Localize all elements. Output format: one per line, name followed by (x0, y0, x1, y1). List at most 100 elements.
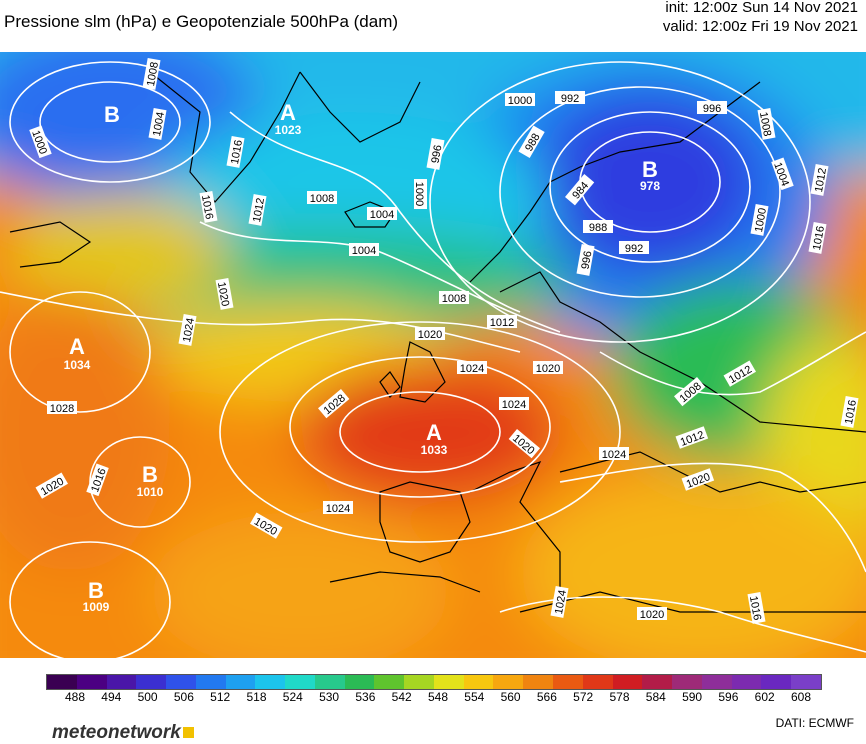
isobar-labels: 1008 1004 1000 1016 1016 1012 1008 1004 … (29, 58, 859, 624)
color-scale-label: 590 (682, 690, 703, 704)
color-scale-label: 548 (427, 690, 449, 704)
isobar-label: 1004 (151, 111, 167, 137)
low-center-letter: B (104, 102, 120, 127)
high-center-letter: A (69, 334, 85, 359)
color-scale-swatch (374, 675, 405, 689)
low-center-letter: B (642, 157, 658, 182)
isobar-label: 1008 (145, 61, 161, 87)
color-scale-label: 584 (645, 690, 666, 704)
isobar-label: 996 (703, 103, 721, 115)
color-scale-swatch (701, 675, 732, 689)
isobar-label: 1024 (502, 399, 526, 411)
high-center-value: 1033 (421, 443, 448, 457)
color-scale-swatch (642, 675, 673, 689)
color-scale-label: 500 (137, 690, 158, 704)
isobar-label: 1024 (181, 317, 197, 343)
isobar-label: 1024 (326, 503, 350, 515)
low-center-letter: B (142, 462, 158, 487)
header: Pressione slm (hPa) e Geopotenziale 500h… (0, 0, 866, 52)
isobar-label: 992 (625, 243, 643, 255)
color-scale-swatch (76, 675, 107, 689)
color-scale-label: 518 (246, 690, 267, 704)
isobar-label: 1024 (460, 363, 484, 375)
isobar-label: 1000 (753, 207, 769, 233)
color-scale-label: 506 (173, 690, 194, 704)
color-scale-labels: 488 494 500 506 512 518 524 530 536 542 548 554 560 5… (46, 690, 820, 706)
color-scale-swatch (344, 675, 375, 689)
low-center-letter: B (88, 578, 104, 603)
pressure-centers: B A 1023 B 978 A 1034 A 1033 B 1010 B 10… (64, 100, 661, 614)
map-canvas: 1008 1004 1000 1016 1016 1012 1008 1004 … (0, 52, 866, 658)
isobar-label: 1020 (418, 329, 442, 341)
isobar-label: 1020 (536, 363, 560, 375)
high-center-value: 1034 (64, 358, 91, 372)
color-scale-swatch (136, 675, 167, 689)
isobar-label: 1016 (747, 595, 763, 621)
isobar-label: 1008 (757, 111, 773, 137)
isobar-label: 1020 (640, 609, 664, 621)
isobar-label: 1008 (310, 193, 334, 205)
color-scale: 488 494 500 506 512 518 524 530 536 542 548 554 560 5… (0, 666, 866, 706)
high-center-value: 1023 (275, 123, 302, 137)
isobar-label: 996 (429, 144, 444, 164)
color-scale-label: 494 (101, 690, 122, 704)
color-scale-swatch (255, 675, 286, 689)
color-scale-swatch (314, 675, 345, 689)
isobar-label: 992 (561, 93, 579, 105)
isobar-label: 1008 (442, 293, 466, 305)
color-scale-label: 524 (282, 690, 303, 704)
color-scale-swatch (731, 675, 762, 689)
color-scale-swatch (195, 675, 226, 689)
low-center-value: 978 (640, 179, 660, 193)
color-scale-label: 560 (500, 690, 521, 704)
isobars (0, 61, 866, 658)
color-scale-swatch (791, 675, 821, 689)
isobar-label: 1004 (370, 209, 394, 221)
color-scale-label: 530 (319, 690, 340, 704)
isobar-label: 1024 (553, 589, 569, 615)
isobar-label: 988 (589, 222, 607, 234)
isobar-label: 1000 (508, 95, 532, 107)
valid-time: valid: 12:00z Fri 19 Nov 2021 (662, 18, 858, 35)
isobar-label: 1016 (843, 399, 859, 425)
isobar-label: 1016 (199, 194, 215, 220)
isobar-label: 1004 (352, 245, 376, 257)
high-center-letter: A (426, 420, 442, 445)
color-scale-swatch (166, 675, 196, 689)
isobar-label: 996 (579, 250, 594, 270)
color-scale-swatch (523, 675, 554, 689)
isobar-label: 1016 (811, 225, 827, 251)
color-scale-bar (46, 674, 822, 690)
meteonetwork-logo: meteonetwork (52, 722, 194, 744)
color-scale-label: 566 (536, 690, 557, 704)
low-center-value: 1010 (137, 485, 164, 499)
color-scale-label: 554 (464, 690, 485, 704)
color-scale-swatch (761, 675, 792, 689)
weather-map: 1008 1004 1000 1016 1016 1012 1008 1004 … (0, 52, 866, 658)
data-source: DATI: ECMWF (775, 716, 854, 730)
isobar-label: 1012 (251, 197, 267, 223)
color-scale-label: 512 (210, 690, 231, 704)
init-time: init: 12:00z Sun 14 Nov 2021 (665, 0, 858, 16)
isobar-label: 1016 (229, 139, 245, 165)
color-scale-swatch (493, 675, 524, 689)
color-scale-label: 542 (391, 690, 412, 704)
color-scale-label: 602 (754, 690, 775, 704)
isobar-label: 1012 (490, 317, 514, 329)
isobar-label: 1028 (50, 403, 74, 415)
color-scale-swatch (672, 675, 702, 689)
color-scale-swatch (285, 675, 315, 689)
color-scale-label: 578 (609, 690, 630, 704)
color-scale-swatch (463, 675, 494, 689)
color-scale-label: 536 (355, 690, 376, 704)
color-scale-swatch (612, 675, 643, 689)
isobar-label: 1000 (413, 182, 425, 206)
color-scale-label: 488 (64, 690, 86, 704)
run-info: init: 12:00z Sun 14 Nov 2021 valid: 12:0… (663, 0, 858, 36)
isobar-label: 1024 (602, 449, 626, 461)
color-scale-label: 596 (718, 690, 739, 704)
color-scale-swatch (47, 675, 77, 689)
color-scale-swatch (433, 675, 464, 689)
color-scale-label: 572 (573, 690, 594, 704)
color-scale-swatch (404, 675, 434, 689)
